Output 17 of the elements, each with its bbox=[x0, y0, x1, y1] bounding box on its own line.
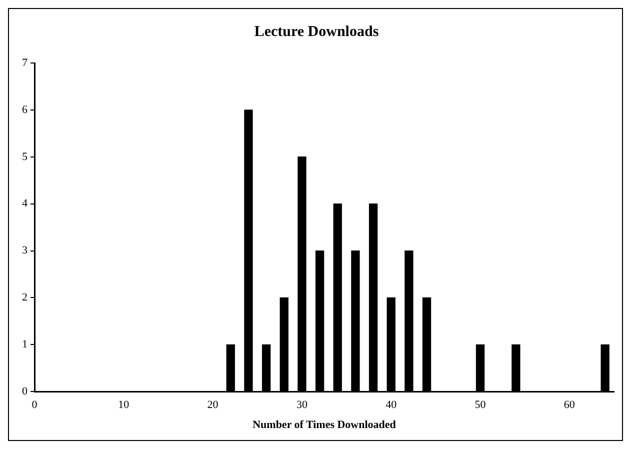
x-axis-title: Number of Times Downloaded bbox=[252, 419, 396, 432]
y-tick-label: 6 bbox=[22, 104, 28, 116]
y-tick-label: 2 bbox=[22, 292, 28, 304]
x-tick-label: 0 bbox=[32, 399, 38, 412]
y-tick-label: 1 bbox=[22, 338, 28, 351]
y-tick-label: 7 bbox=[22, 56, 28, 69]
x-tick-label: 30 bbox=[296, 399, 308, 412]
x-tick-label: 10 bbox=[118, 399, 130, 412]
y-tick-label: 4 bbox=[22, 198, 28, 210]
y-tick-label: 0 bbox=[22, 385, 28, 398]
x-tick-label: 40 bbox=[386, 399, 398, 412]
y-tick-label: 3 bbox=[22, 244, 28, 257]
x-tick-label: 60 bbox=[564, 399, 576, 412]
x-tick-label: 50 bbox=[474, 399, 486, 412]
x-tick-label: 20 bbox=[207, 399, 219, 412]
chart-title: Lecture Downloads bbox=[254, 24, 379, 40]
y-tick-label: 5 bbox=[22, 150, 28, 163]
